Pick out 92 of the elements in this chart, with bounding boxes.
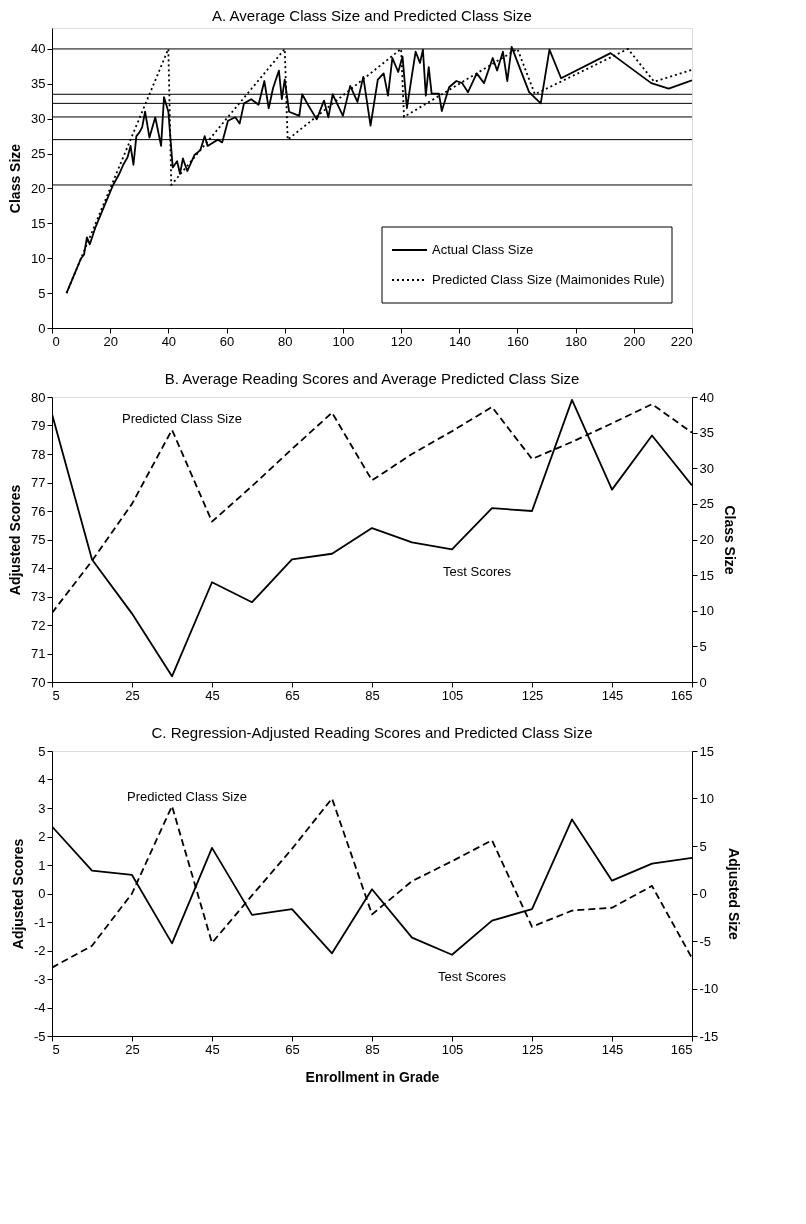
x-tick-label: 160 xyxy=(507,333,529,349)
y2-tick-label: -15 xyxy=(699,1028,719,1044)
y2-axis-title: Adjusted Size xyxy=(726,848,743,941)
y-tick-label: 79 xyxy=(31,418,46,433)
x-tick-label: 165 xyxy=(670,687,693,703)
y2-tick-label: 15 xyxy=(699,743,714,759)
x-tick-label: 5 xyxy=(52,1041,60,1057)
series-label: Predicted Class Size xyxy=(127,789,247,804)
y-tick-label: 80 xyxy=(31,389,46,405)
x-tick-label: 20 xyxy=(103,333,118,349)
x-tick-label: 125 xyxy=(521,687,544,703)
y-tick-label: 0 xyxy=(38,886,46,901)
y2-tick-label: 20 xyxy=(699,532,714,547)
y-tick-label: 76 xyxy=(31,503,46,519)
y-tick-label: -2 xyxy=(33,943,46,958)
y-tick-label: 72 xyxy=(31,617,46,633)
x-tick-label: 105 xyxy=(441,1041,464,1057)
y-tick-label: 15 xyxy=(31,215,46,231)
y2-tick-label: -5 xyxy=(699,933,712,949)
legend-label: Actual Class Size xyxy=(432,242,534,257)
y-tick-label: 20 xyxy=(31,180,46,196)
y2-tick-label: -10 xyxy=(699,981,719,996)
y2-tick-label: 5 xyxy=(699,638,707,654)
y-tick-label: 1 xyxy=(38,857,46,873)
y-tick-label: 30 xyxy=(31,111,46,127)
chart-title: C. Regression-Adjusted Reading Scores and Predicted Class Size xyxy=(151,724,593,741)
y-tick-label: 2 xyxy=(38,829,46,844)
y2-tick-label: 25 xyxy=(699,496,714,512)
x-tick-label: 100 xyxy=(332,333,355,349)
y-tick-label: 10 xyxy=(31,250,46,266)
x-tick-label: 85 xyxy=(365,1041,380,1057)
y-tick-label: 74 xyxy=(31,560,46,576)
y-tick-label: 75 xyxy=(31,532,46,547)
x-tick-label: 140 xyxy=(448,333,471,349)
x-tick-label: 65 xyxy=(285,687,300,703)
y-tick-label: -1 xyxy=(33,914,46,930)
x-tick-label: 45 xyxy=(205,1041,220,1057)
y-tick-label: 25 xyxy=(31,146,46,162)
y-tick-label: 77 xyxy=(31,475,46,490)
y-tick-label: -3 xyxy=(33,971,46,987)
y2-tick-label: 5 xyxy=(699,838,707,854)
y-tick-label: 71 xyxy=(31,646,46,661)
y-tick-label: 5 xyxy=(38,285,46,301)
y-tick-label: -5 xyxy=(33,1028,46,1044)
series-label: Test Scores xyxy=(438,969,507,984)
x-tick-label: 40 xyxy=(161,333,177,349)
x-tick-label: 45 xyxy=(205,687,220,703)
x-tick-label: 105 xyxy=(441,687,464,703)
y-tick-label: 73 xyxy=(31,589,46,604)
y-tick-label: -4 xyxy=(33,1000,46,1015)
y-tick-label: 35 xyxy=(31,76,46,92)
y-tick-label: 40 xyxy=(31,41,46,57)
legend-label: Predicted Class Size (Maimonides Rule) xyxy=(432,272,665,287)
x-tick-label: 165 xyxy=(670,1041,693,1057)
y-axis-title: Class Size xyxy=(7,143,24,214)
y2-tick-label: 15 xyxy=(699,567,714,583)
y-tick-label: 78 xyxy=(31,446,46,462)
x-axis-title: Enrollment in Grade xyxy=(305,1068,440,1085)
y2-tick-label: 30 xyxy=(699,460,714,476)
y-tick-label: 5 xyxy=(38,743,46,759)
chart-title: A. Average Class Size and Predicted Class Size xyxy=(212,7,532,24)
x-tick-label: 180 xyxy=(565,333,587,349)
x-tick-label: 65 xyxy=(285,1041,300,1057)
y2-tick-label: 40 xyxy=(699,389,714,405)
y2-tick-label: 10 xyxy=(699,603,714,619)
y2-tick-label: 0 xyxy=(699,886,707,901)
y-axis-title: Adjusted Scores xyxy=(7,484,24,596)
x-tick-label: 60 xyxy=(219,333,235,349)
y2-tick-label: 35 xyxy=(699,425,714,441)
y-tick-label: 4 xyxy=(38,772,46,787)
x-tick-label: 80 xyxy=(277,333,293,349)
x-tick-label: 25 xyxy=(125,1041,140,1057)
chart-title: B. Average Reading Scores and Average Predicted Class Size xyxy=(164,370,580,387)
y-tick-label: 3 xyxy=(38,800,46,816)
x-tick-label: 220 xyxy=(670,333,693,349)
x-tick-label: 85 xyxy=(365,687,380,703)
x-tick-label: 25 xyxy=(125,687,140,703)
y2-tick-label: 0 xyxy=(699,674,707,690)
series-label: Test Scores xyxy=(443,564,512,579)
x-tick-label: 125 xyxy=(521,1041,544,1057)
x-tick-label: 145 xyxy=(601,687,624,703)
series-label: Predicted Class Size xyxy=(122,411,242,426)
x-tick-label: 120 xyxy=(390,333,413,349)
y2-axis-title: Class Size xyxy=(721,505,738,575)
y-tick-label: 0 xyxy=(38,320,46,336)
y-tick-label: 70 xyxy=(31,674,46,690)
y-axis-title: Adjusted Scores xyxy=(9,838,26,950)
x-tick-label: 200 xyxy=(623,333,646,349)
x-tick-label: 5 xyxy=(52,687,60,703)
y2-tick-label: 10 xyxy=(699,791,714,806)
x-tick-label: 0 xyxy=(52,333,60,349)
x-tick-label: 145 xyxy=(601,1041,624,1057)
